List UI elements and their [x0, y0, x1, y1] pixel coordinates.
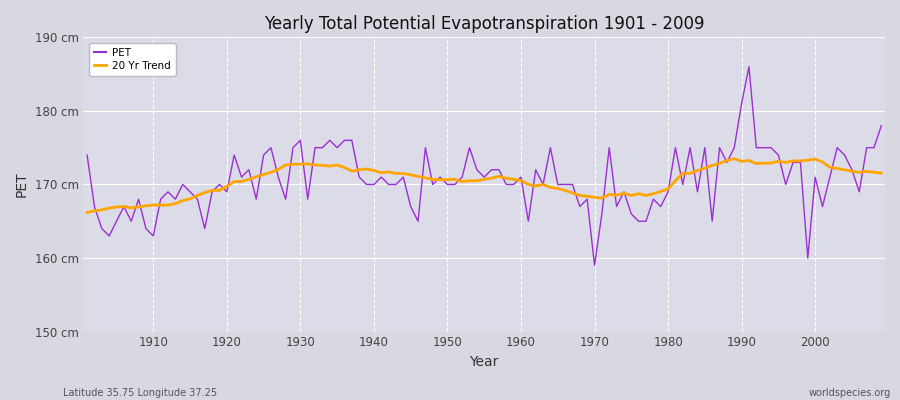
Text: worldspecies.org: worldspecies.org: [809, 388, 891, 398]
Title: Yearly Total Potential Evapotranspiration 1901 - 2009: Yearly Total Potential Evapotranspiratio…: [264, 15, 705, 33]
Legend: PET, 20 Yr Trend: PET, 20 Yr Trend: [88, 42, 176, 76]
Y-axis label: PET: PET: [15, 172, 29, 197]
Text: Latitude 35.75 Longitude 37.25: Latitude 35.75 Longitude 37.25: [63, 388, 217, 398]
X-axis label: Year: Year: [470, 355, 499, 369]
